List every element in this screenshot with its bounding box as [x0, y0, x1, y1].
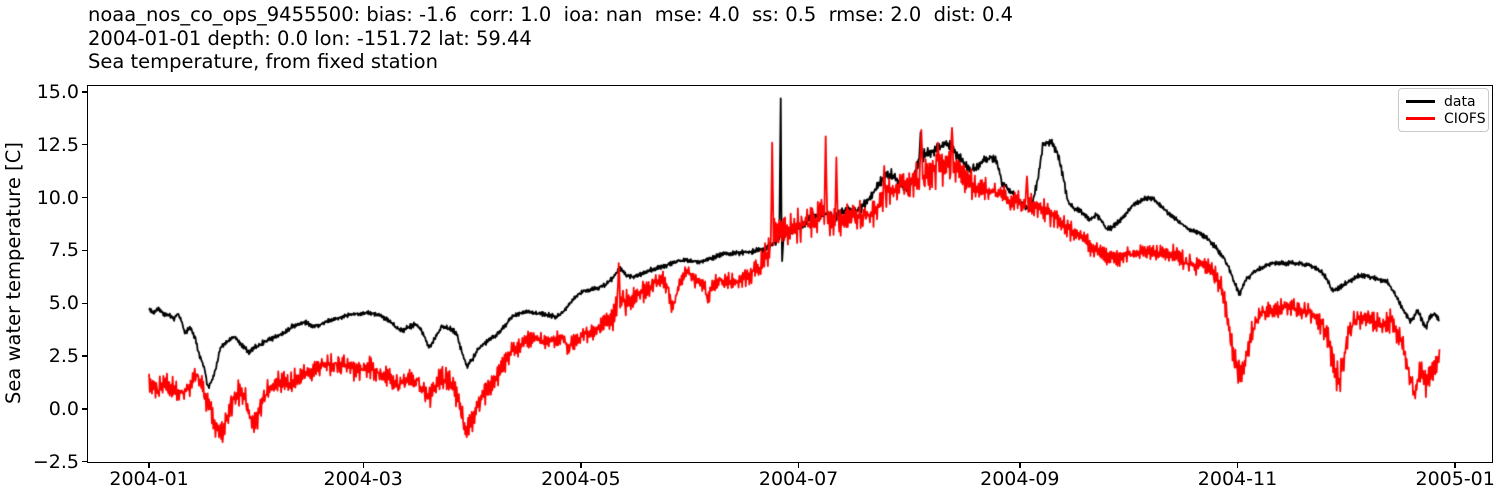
legend-entry-ciofs: CIOFS: [1406, 112, 1486, 126]
y-tick-mark: [82, 91, 87, 93]
y-tick-label: −2.5: [32, 450, 79, 473]
x-tick-label: 2005-01: [1415, 468, 1495, 490]
title-meta-line: 2004-01-01 depth: 0.0 lon: -151.72 lat: …: [88, 26, 532, 50]
y-tick-label: 7.5: [48, 239, 79, 262]
title-stats-line: noaa_nos_co_ops_9455500: bias: -1.6 corr…: [88, 3, 1014, 26]
x-tick-mark: [580, 463, 582, 468]
x-tick-mark: [1454, 463, 1456, 468]
x-tick-label: 2004-11: [1197, 468, 1278, 490]
y-tick-label: 0.0: [48, 397, 79, 420]
x-tick-mark: [797, 463, 800, 468]
x-tick-mark: [1019, 463, 1021, 468]
legend-label-data: data: [1444, 93, 1476, 110]
chart-plot-area: [87, 85, 1493, 463]
y-tick-mark: [82, 196, 87, 199]
y-tick-label: 5.0: [48, 292, 79, 315]
x-tick-mark: [148, 463, 150, 468]
y-tick-mark: [82, 461, 87, 463]
y-tick-mark: [82, 408, 87, 410]
y-tick-mark: [82, 302, 87, 304]
x-tick-label: 2004-07: [758, 468, 839, 490]
x-tick-label: 2004-05: [541, 468, 621, 490]
ciofs-line-swatch: [1406, 117, 1435, 120]
legend-label-ciofs: CIOFS: [1444, 110, 1486, 127]
y-tick-label: 15.0: [36, 80, 79, 103]
x-tick-mark: [1236, 463, 1239, 468]
y-tick-label: 2.5: [48, 345, 79, 368]
title-variable-line: Sea temperature, from fixed station: [88, 50, 438, 74]
x-tick-label: 2004-03: [323, 468, 403, 490]
y-tick-mark: [82, 144, 87, 146]
x-tick-label: 2004-09: [980, 468, 1060, 490]
y-tick-label: 10.0: [36, 186, 79, 209]
x-tick-label: 2004-01: [109, 468, 189, 490]
y-tick-mark: [82, 249, 87, 252]
legend: data CIOFS: [1398, 88, 1489, 132]
legend-entry-data: data: [1406, 95, 1481, 109]
y-tick-label: 12.5: [36, 133, 79, 156]
y-tick-mark: [82, 355, 87, 357]
x-tick-mark: [362, 463, 364, 468]
data-line-swatch: [1406, 100, 1435, 103]
